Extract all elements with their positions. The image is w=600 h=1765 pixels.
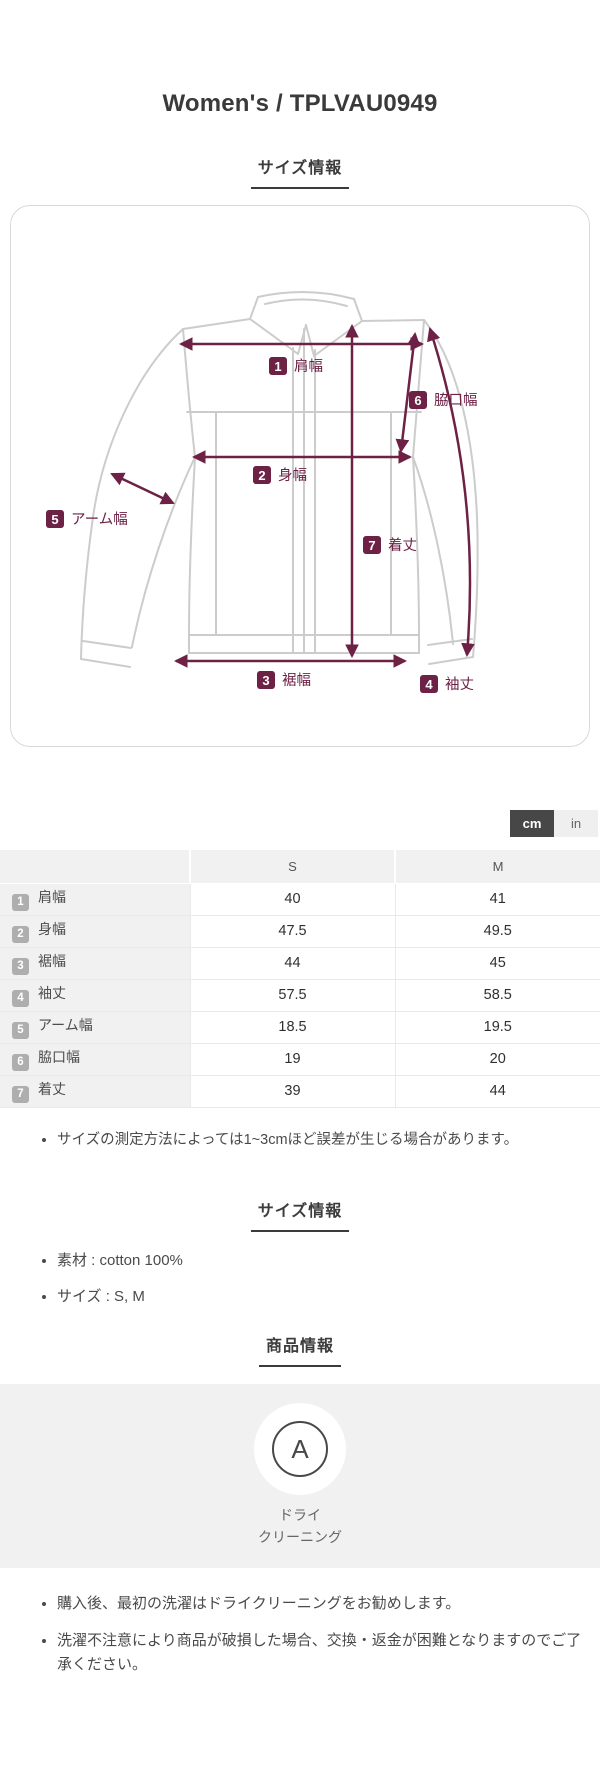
cell-s: 19 xyxy=(189,1043,395,1076)
cell-m: 45 xyxy=(394,947,600,980)
info-list: 素材 : cotton 100% サイズ : S, M xyxy=(0,1249,600,1306)
dry-clean-icon: A xyxy=(272,1421,328,1478)
svg-text:肩幅: 肩幅 xyxy=(294,358,323,375)
table-row: 7 着丈 39 44 xyxy=(0,1075,600,1108)
table-row: 6 脇口幅 19 20 xyxy=(0,1043,600,1076)
row-number-badge: 3 xyxy=(12,958,29,975)
size-info: サイズ : S, M xyxy=(57,1285,600,1306)
cell-m: 19.5 xyxy=(394,1011,600,1044)
cell-s: 44 xyxy=(189,947,395,980)
svg-text:アーム幅: アーム幅 xyxy=(71,511,128,528)
table-row: 3 裾幅 44 45 xyxy=(0,947,600,980)
cell-m: 44 xyxy=(394,1075,600,1108)
svg-text:5: 5 xyxy=(51,512,58,527)
care-note: 購入後、最初の洗濯はドライクリーニングをお勧めします。 xyxy=(57,1592,600,1617)
row-number-badge: 4 xyxy=(12,990,29,1007)
row-number-badge: 5 xyxy=(12,1022,29,1039)
care-item: A ドライ クリーニング xyxy=(254,1403,346,1548)
size-table-corner-cell xyxy=(0,850,190,883)
cell-s: 18.5 xyxy=(189,1011,395,1044)
page-title: Women's / TPLVAU0949 xyxy=(162,90,438,117)
row-label: アーム幅 xyxy=(38,1017,93,1033)
size-section-heading: サイズ情報 xyxy=(0,154,600,189)
product-section-heading: 商品情報 xyxy=(0,1332,600,1367)
size-section-heading-text: サイズ情報 xyxy=(250,154,350,189)
svg-text:2: 2 xyxy=(258,468,265,483)
size-note: サイズの測定方法によっては1~3cmほど誤差が生じる場合があります。 xyxy=(57,1129,600,1151)
cell-m: 20 xyxy=(394,1043,600,1076)
svg-text:身幅: 身幅 xyxy=(278,467,307,484)
care-note-list: 購入後、最初の洗濯はドライクリーニングをお勧めします。 洗濯不注意により商品が破… xyxy=(0,1592,600,1678)
sleeve-length-line xyxy=(427,327,475,658)
unit-in-button[interactable]: in xyxy=(554,810,598,837)
svg-text:6: 6 xyxy=(414,393,421,408)
measure-labels: 1 肩幅 2 身幅 3 裾幅 4 袖丈 5 アーム幅 6 脇口幅 7 着丈 xyxy=(46,357,478,693)
armhole-width-line xyxy=(395,331,421,454)
row-label: 脇口幅 xyxy=(38,1049,80,1065)
svg-text:1: 1 xyxy=(274,359,281,374)
cell-m: 58.5 xyxy=(394,979,600,1012)
info-section-heading-text: サイズ情報 xyxy=(250,1197,350,1232)
row-label: 肩幅 xyxy=(38,889,66,905)
svg-text:脇口幅: 脇口幅 xyxy=(434,392,478,409)
row-number-badge: 1 xyxy=(12,894,29,911)
unit-cm-button[interactable]: cm xyxy=(510,810,554,837)
svg-text:袖丈: 袖丈 xyxy=(445,676,474,693)
cell-m: 49.5 xyxy=(394,915,600,948)
row-number-badge: 2 xyxy=(12,926,29,943)
svg-text:着丈: 着丈 xyxy=(388,537,417,554)
row-label: 袖丈 xyxy=(38,985,66,1001)
size-table-header-row: S M xyxy=(0,850,600,883)
cell-m: 41 xyxy=(394,882,600,916)
table-row: 2 身幅 47.5 49.5 xyxy=(0,915,600,948)
cell-s: 57.5 xyxy=(189,979,395,1012)
row-label: 裾幅 xyxy=(38,953,66,969)
arm-width-line xyxy=(110,472,175,505)
care-caption: ドライ クリーニング xyxy=(258,1507,342,1546)
material-info: 素材 : cotton 100% xyxy=(57,1249,600,1270)
size-table-col-m: M xyxy=(394,850,600,883)
table-row: 1 肩幅 40 41 xyxy=(0,882,600,916)
svg-text:3: 3 xyxy=(262,673,269,688)
row-number-badge: 6 xyxy=(12,1054,29,1071)
table-row: 5 アーム幅 18.5 19.5 xyxy=(0,1011,600,1044)
info-section-heading: サイズ情報 xyxy=(0,1197,600,1232)
svg-text:7: 7 xyxy=(368,538,375,553)
row-number-badge: 7 xyxy=(12,1086,29,1103)
garment-measure-diagram: 1 肩幅 2 身幅 3 裾幅 4 袖丈 5 アーム幅 6 脇口幅 7 着丈 xyxy=(46,291,479,693)
care-note: 洗濯不注意により商品が破損した場合、交換・返金が困難となりますのでご了承ください… xyxy=(57,1629,600,1679)
cell-s: 47.5 xyxy=(189,915,395,948)
svg-text:裾幅: 裾幅 xyxy=(282,672,311,689)
row-label: 身幅 xyxy=(38,921,66,937)
svg-text:4: 4 xyxy=(425,677,433,692)
unit-toggle: cm in xyxy=(0,810,598,837)
cell-s: 40 xyxy=(189,882,395,916)
size-note-list: サイズの測定方法によっては1~3cmほど誤差が生じる場合があります。 xyxy=(0,1129,600,1151)
size-table-col-s: S xyxy=(189,850,395,883)
table-row: 4 袖丈 57.5 58.5 xyxy=(0,979,600,1012)
size-diagram-panel: 1 肩幅 2 身幅 3 裾幅 4 袖丈 5 アーム幅 6 脇口幅 7 着丈 xyxy=(10,205,590,747)
measure-lines xyxy=(110,323,475,668)
cell-s: 39 xyxy=(189,1075,395,1108)
care-instructions-panel: A ドライ クリーニング xyxy=(0,1383,600,1568)
row-label: 着丈 xyxy=(38,1081,66,1097)
product-section-heading-text: 商品情報 xyxy=(258,1332,341,1367)
care-circle: A xyxy=(254,1403,346,1496)
